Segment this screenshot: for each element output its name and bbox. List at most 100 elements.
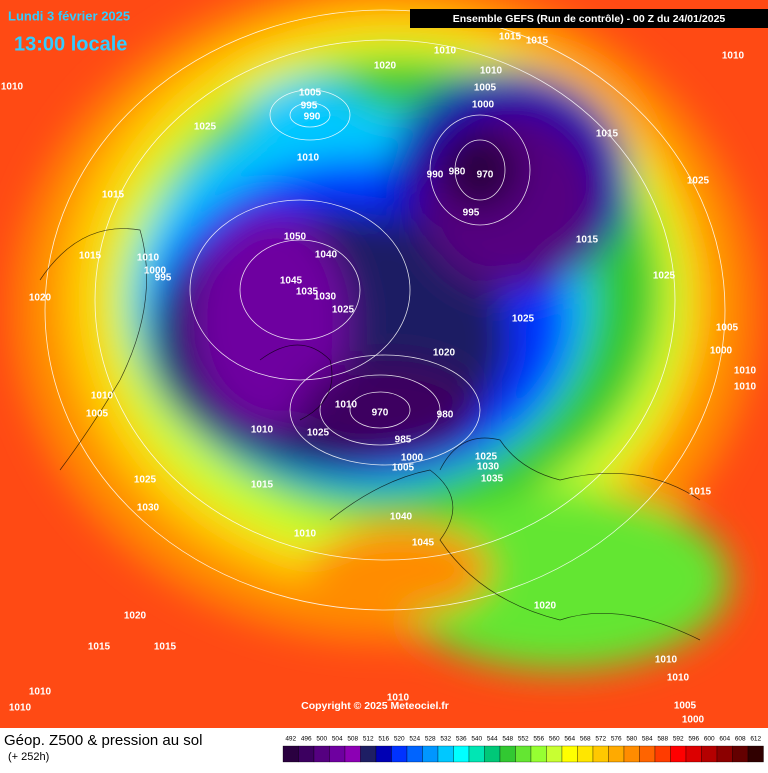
isobar-label: 980 [449, 167, 466, 178]
scale-label: 596 [688, 736, 699, 743]
lead-time: (+ 252h) [8, 751, 49, 763]
scale-swatch [329, 745, 346, 763]
isobar-label: 990 [304, 112, 321, 123]
isobar-label: 1010 [667, 673, 690, 684]
scale-label: 540 [471, 736, 482, 743]
scale-label: 528 [425, 736, 436, 743]
isobar-label: 1010 [9, 703, 32, 714]
isobar-label: 1010 [335, 400, 358, 411]
isobar-label: 1005 [392, 463, 415, 474]
scale-label: 520 [394, 736, 405, 743]
isobar-label: 1010 [655, 655, 678, 666]
isobar-label: 1010 [734, 382, 757, 393]
scale-label: 612 [750, 736, 761, 743]
scale-label: 516 [378, 736, 389, 743]
isobar-label: 1010 [480, 66, 503, 77]
scale-label: 552 [518, 736, 529, 743]
scale-swatch [313, 745, 330, 763]
scale-label: 580 [626, 736, 637, 743]
field [0, 0, 768, 728]
isobar-label: 985 [395, 435, 412, 446]
scale-swatch [685, 745, 702, 763]
isobar-label: 1015 [576, 235, 599, 246]
isobar-label: 1000 [472, 100, 495, 111]
isobar-label: 1030 [137, 503, 160, 514]
isobar-label: 1030 [314, 292, 337, 303]
isobar-label: 1005 [299, 88, 322, 99]
scale-swatch [592, 745, 609, 763]
scale-swatch [530, 745, 547, 763]
scale-swatch [360, 745, 377, 763]
scale-swatch [484, 745, 501, 763]
scale-label: 568 [580, 736, 591, 743]
scale-swatch [453, 745, 470, 763]
isobar-label: 1015 [88, 642, 111, 653]
isobar-label: 1025 [194, 122, 217, 133]
scale-label: 564 [564, 736, 575, 743]
isobar-label: 1025 [332, 305, 355, 316]
scale-label: 532 [440, 736, 451, 743]
run-info: Ensemble GEFS (Run de contrôle) - 00 Z d… [453, 13, 726, 25]
isobar-label: 980 [437, 410, 454, 421]
scale-label: 512 [363, 736, 374, 743]
isobar-label: 1015 [596, 129, 619, 140]
scale-swatch [670, 745, 687, 763]
isobar-label: 1010 [434, 46, 457, 57]
isobar-label: 1000 [401, 453, 424, 464]
scale-label: 560 [549, 736, 560, 743]
isobar-label: 1015 [102, 190, 125, 201]
scale-label: 576 [611, 736, 622, 743]
scale-label: 604 [719, 736, 730, 743]
copyright: Copyright © 2025 Meteociel.fr [301, 700, 449, 712]
scale-label: 556 [533, 736, 544, 743]
isobar-label: 1005 [716, 323, 739, 334]
scale-label: 544 [487, 736, 498, 743]
scale-swatch [422, 745, 439, 763]
isobar-label: 995 [301, 101, 318, 112]
scale-swatch [515, 745, 532, 763]
scale-label: 504 [332, 736, 343, 743]
time: 13:00 locale [14, 33, 127, 55]
scale-swatch [499, 745, 516, 763]
isobar-label: 1000 [710, 346, 733, 357]
isobar-label: 1025 [687, 176, 710, 187]
scale-swatch [747, 745, 764, 763]
scale-label: 588 [657, 736, 668, 743]
isobar-label: 1000 [682, 715, 705, 726]
isobar-label: 1010 [251, 425, 274, 436]
isobar-label: 1010 [297, 153, 320, 164]
isobar-label: 1015 [499, 32, 522, 43]
scale-swatch [732, 745, 749, 763]
isobar-label: 1025 [307, 428, 330, 439]
isobar-label: 1020 [433, 348, 456, 359]
isobar-label: 1015 [689, 487, 712, 498]
isobar-label: 970 [372, 408, 389, 419]
scale-swatch [639, 745, 656, 763]
scale-label: 592 [673, 736, 684, 743]
isobar-label: 1015 [79, 251, 102, 262]
isobar-label: 1015 [526, 36, 549, 47]
scale-label: 600 [704, 736, 715, 743]
scale-swatch [282, 745, 299, 763]
footer-title: Géop. Z500 & pression au sol [4, 732, 202, 749]
scale-label: 608 [735, 736, 746, 743]
scale-label: 508 [347, 736, 358, 743]
isobar-label: 990 [427, 170, 444, 181]
isobar-label: 1030 [477, 462, 500, 473]
date: Lundi 3 février 2025 [8, 8, 130, 23]
isobar-label: 995 [155, 273, 172, 284]
isobar-label: 1015 [154, 642, 177, 653]
scale-label: 492 [285, 736, 296, 743]
scale-swatch [608, 745, 625, 763]
scale-label: 572 [595, 736, 606, 743]
isobar-label: 1020 [534, 601, 557, 612]
isobar-label: 1005 [674, 701, 697, 712]
scale-label: 500 [316, 736, 327, 743]
isobar-label: 970 [477, 170, 494, 181]
isobar-label: 1010 [1, 82, 24, 93]
scale-swatch [375, 745, 392, 763]
run-box [410, 9, 768, 28]
isobar-label: 1050 [284, 232, 307, 243]
